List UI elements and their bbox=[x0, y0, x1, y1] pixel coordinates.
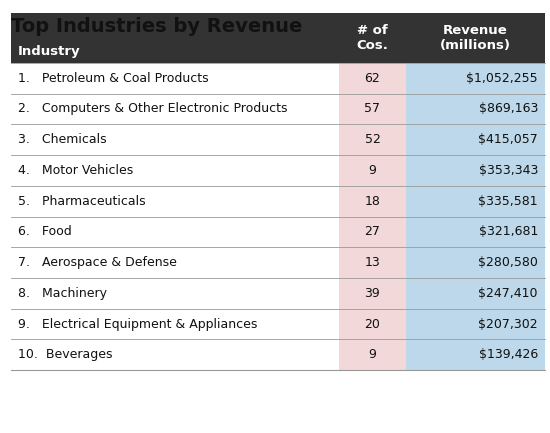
Text: 27: 27 bbox=[365, 225, 381, 239]
Text: $415,057: $415,057 bbox=[478, 133, 538, 146]
Text: Industry: Industry bbox=[18, 45, 80, 58]
Text: $207,302: $207,302 bbox=[478, 317, 538, 331]
Text: 5.   Pharmaceuticals: 5. Pharmaceuticals bbox=[18, 194, 145, 208]
Bar bbox=[339, 278, 406, 309]
Text: 39: 39 bbox=[365, 287, 380, 300]
Bar bbox=[406, 247, 544, 278]
Bar bbox=[406, 124, 544, 155]
Text: 18: 18 bbox=[365, 194, 381, 208]
Bar bbox=[339, 247, 406, 278]
Bar bbox=[406, 63, 544, 94]
Text: Top Industries by Revenue: Top Industries by Revenue bbox=[11, 17, 302, 36]
Bar bbox=[339, 309, 406, 339]
Text: $869,163: $869,163 bbox=[478, 102, 538, 116]
Text: $280,580: $280,580 bbox=[478, 256, 538, 269]
Text: $139,426: $139,426 bbox=[478, 348, 538, 362]
Text: 13: 13 bbox=[365, 256, 380, 269]
Text: $1,052,255: $1,052,255 bbox=[466, 71, 538, 85]
Text: $321,681: $321,681 bbox=[478, 225, 538, 239]
Bar bbox=[406, 216, 544, 247]
Text: $247,410: $247,410 bbox=[478, 287, 538, 300]
Text: 6.   Food: 6. Food bbox=[18, 225, 72, 239]
Text: 9.   Electrical Equipment & Appliances: 9. Electrical Equipment & Appliances bbox=[18, 317, 257, 331]
Text: 62: 62 bbox=[365, 71, 380, 85]
Bar bbox=[406, 309, 544, 339]
Text: $353,343: $353,343 bbox=[478, 164, 538, 177]
Text: 8.   Machinery: 8. Machinery bbox=[18, 287, 107, 300]
Bar bbox=[11, 13, 544, 63]
Text: 10.  Beverages: 10. Beverages bbox=[18, 348, 112, 362]
Bar bbox=[406, 155, 544, 186]
Text: $335,581: $335,581 bbox=[478, 194, 538, 208]
Bar bbox=[339, 94, 406, 124]
Bar bbox=[339, 155, 406, 186]
Bar bbox=[406, 278, 544, 309]
Bar bbox=[406, 94, 544, 124]
Text: 4.   Motor Vehicles: 4. Motor Vehicles bbox=[18, 164, 133, 177]
Text: Revenue
(millions): Revenue (millions) bbox=[439, 24, 510, 52]
Bar bbox=[339, 186, 406, 216]
Bar bbox=[339, 124, 406, 155]
Text: 1.   Petroleum & Coal Products: 1. Petroleum & Coal Products bbox=[18, 71, 208, 85]
Bar bbox=[339, 63, 406, 94]
Text: 2.   Computers & Other Electronic Products: 2. Computers & Other Electronic Products bbox=[18, 102, 287, 116]
Bar bbox=[406, 186, 544, 216]
Bar bbox=[406, 339, 544, 370]
Text: 9: 9 bbox=[368, 164, 376, 177]
Bar bbox=[339, 216, 406, 247]
Text: 20: 20 bbox=[365, 317, 381, 331]
Text: 52: 52 bbox=[365, 133, 381, 146]
Text: 9: 9 bbox=[368, 348, 376, 362]
Text: 3.   Chemicals: 3. Chemicals bbox=[18, 133, 106, 146]
Text: # of
Cos.: # of Cos. bbox=[356, 24, 388, 52]
Bar bbox=[339, 339, 406, 370]
Text: 7.   Aerospace & Defense: 7. Aerospace & Defense bbox=[18, 256, 177, 269]
Text: 57: 57 bbox=[365, 102, 381, 116]
